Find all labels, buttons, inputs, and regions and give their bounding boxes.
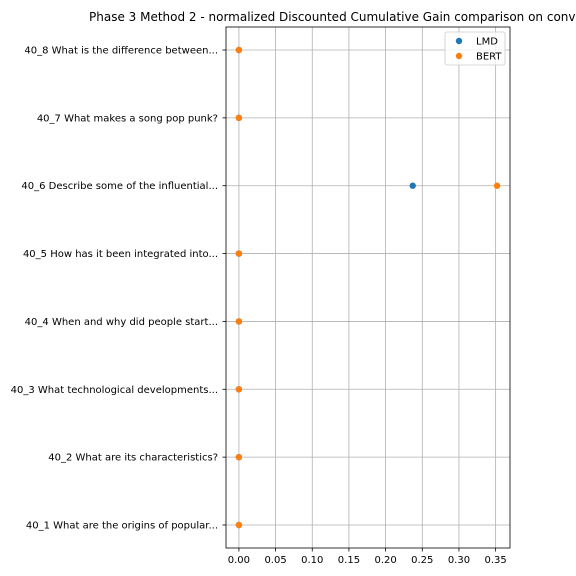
x-tick-label: 0.15: [338, 555, 360, 566]
category-label: 40_1 What are the origins of popular...: [26, 521, 218, 532]
legend-label-lmd: LMD: [476, 37, 498, 48]
legend-marker-bert: [455, 52, 463, 60]
category-label: 40_5 How has it been integrated into...: [23, 249, 218, 260]
x-tick-label: 0.30: [448, 555, 470, 566]
point-bert: [235, 318, 243, 325]
x-tick-label: 0.20: [374, 555, 396, 566]
category-label: 40_2 What are its characteristics?: [48, 453, 218, 464]
x-tick-label: 0.00: [228, 555, 250, 566]
category-label: 40_6 Describe some of the influential...: [21, 181, 218, 192]
data-points: [235, 46, 501, 529]
point-bert: [235, 46, 243, 54]
legend-marker-lmd: [455, 37, 463, 45]
legend: LMD BERT: [444, 31, 506, 66]
point-bert: [235, 250, 243, 257]
point-bert: [235, 521, 243, 529]
category-label: 40_4 When and why did people start...: [25, 317, 218, 328]
grid: [226, 27, 510, 548]
x-tick-label: 0.10: [301, 555, 323, 566]
x-tick-label: 0.35: [484, 555, 506, 566]
plot-frame: [225, 26, 511, 549]
point-bert: [235, 453, 243, 461]
category-label: 40_7 What makes a song pop punk?: [37, 113, 218, 124]
legend-label-bert: BERT: [476, 52, 502, 63]
x-tick-label: 0.05: [264, 555, 286, 566]
point-bert: [235, 114, 243, 122]
x-tick-label: 0.25: [411, 555, 433, 566]
category-label: 40_3 What technological developments...: [11, 385, 218, 396]
point-bert: [235, 386, 243, 393]
chart-title: Phase 3 Method 2 - normalized Discounted…: [89, 10, 576, 24]
axes: 0.00 0.05 0.10 0.15 0.20 0.25 0.30 0.35 40_1 Wha…: [11, 26, 511, 566]
category-label: 40_8 What is the difference between...: [24, 46, 218, 57]
point-lmd: [409, 182, 416, 189]
point-bert: [493, 182, 501, 189]
